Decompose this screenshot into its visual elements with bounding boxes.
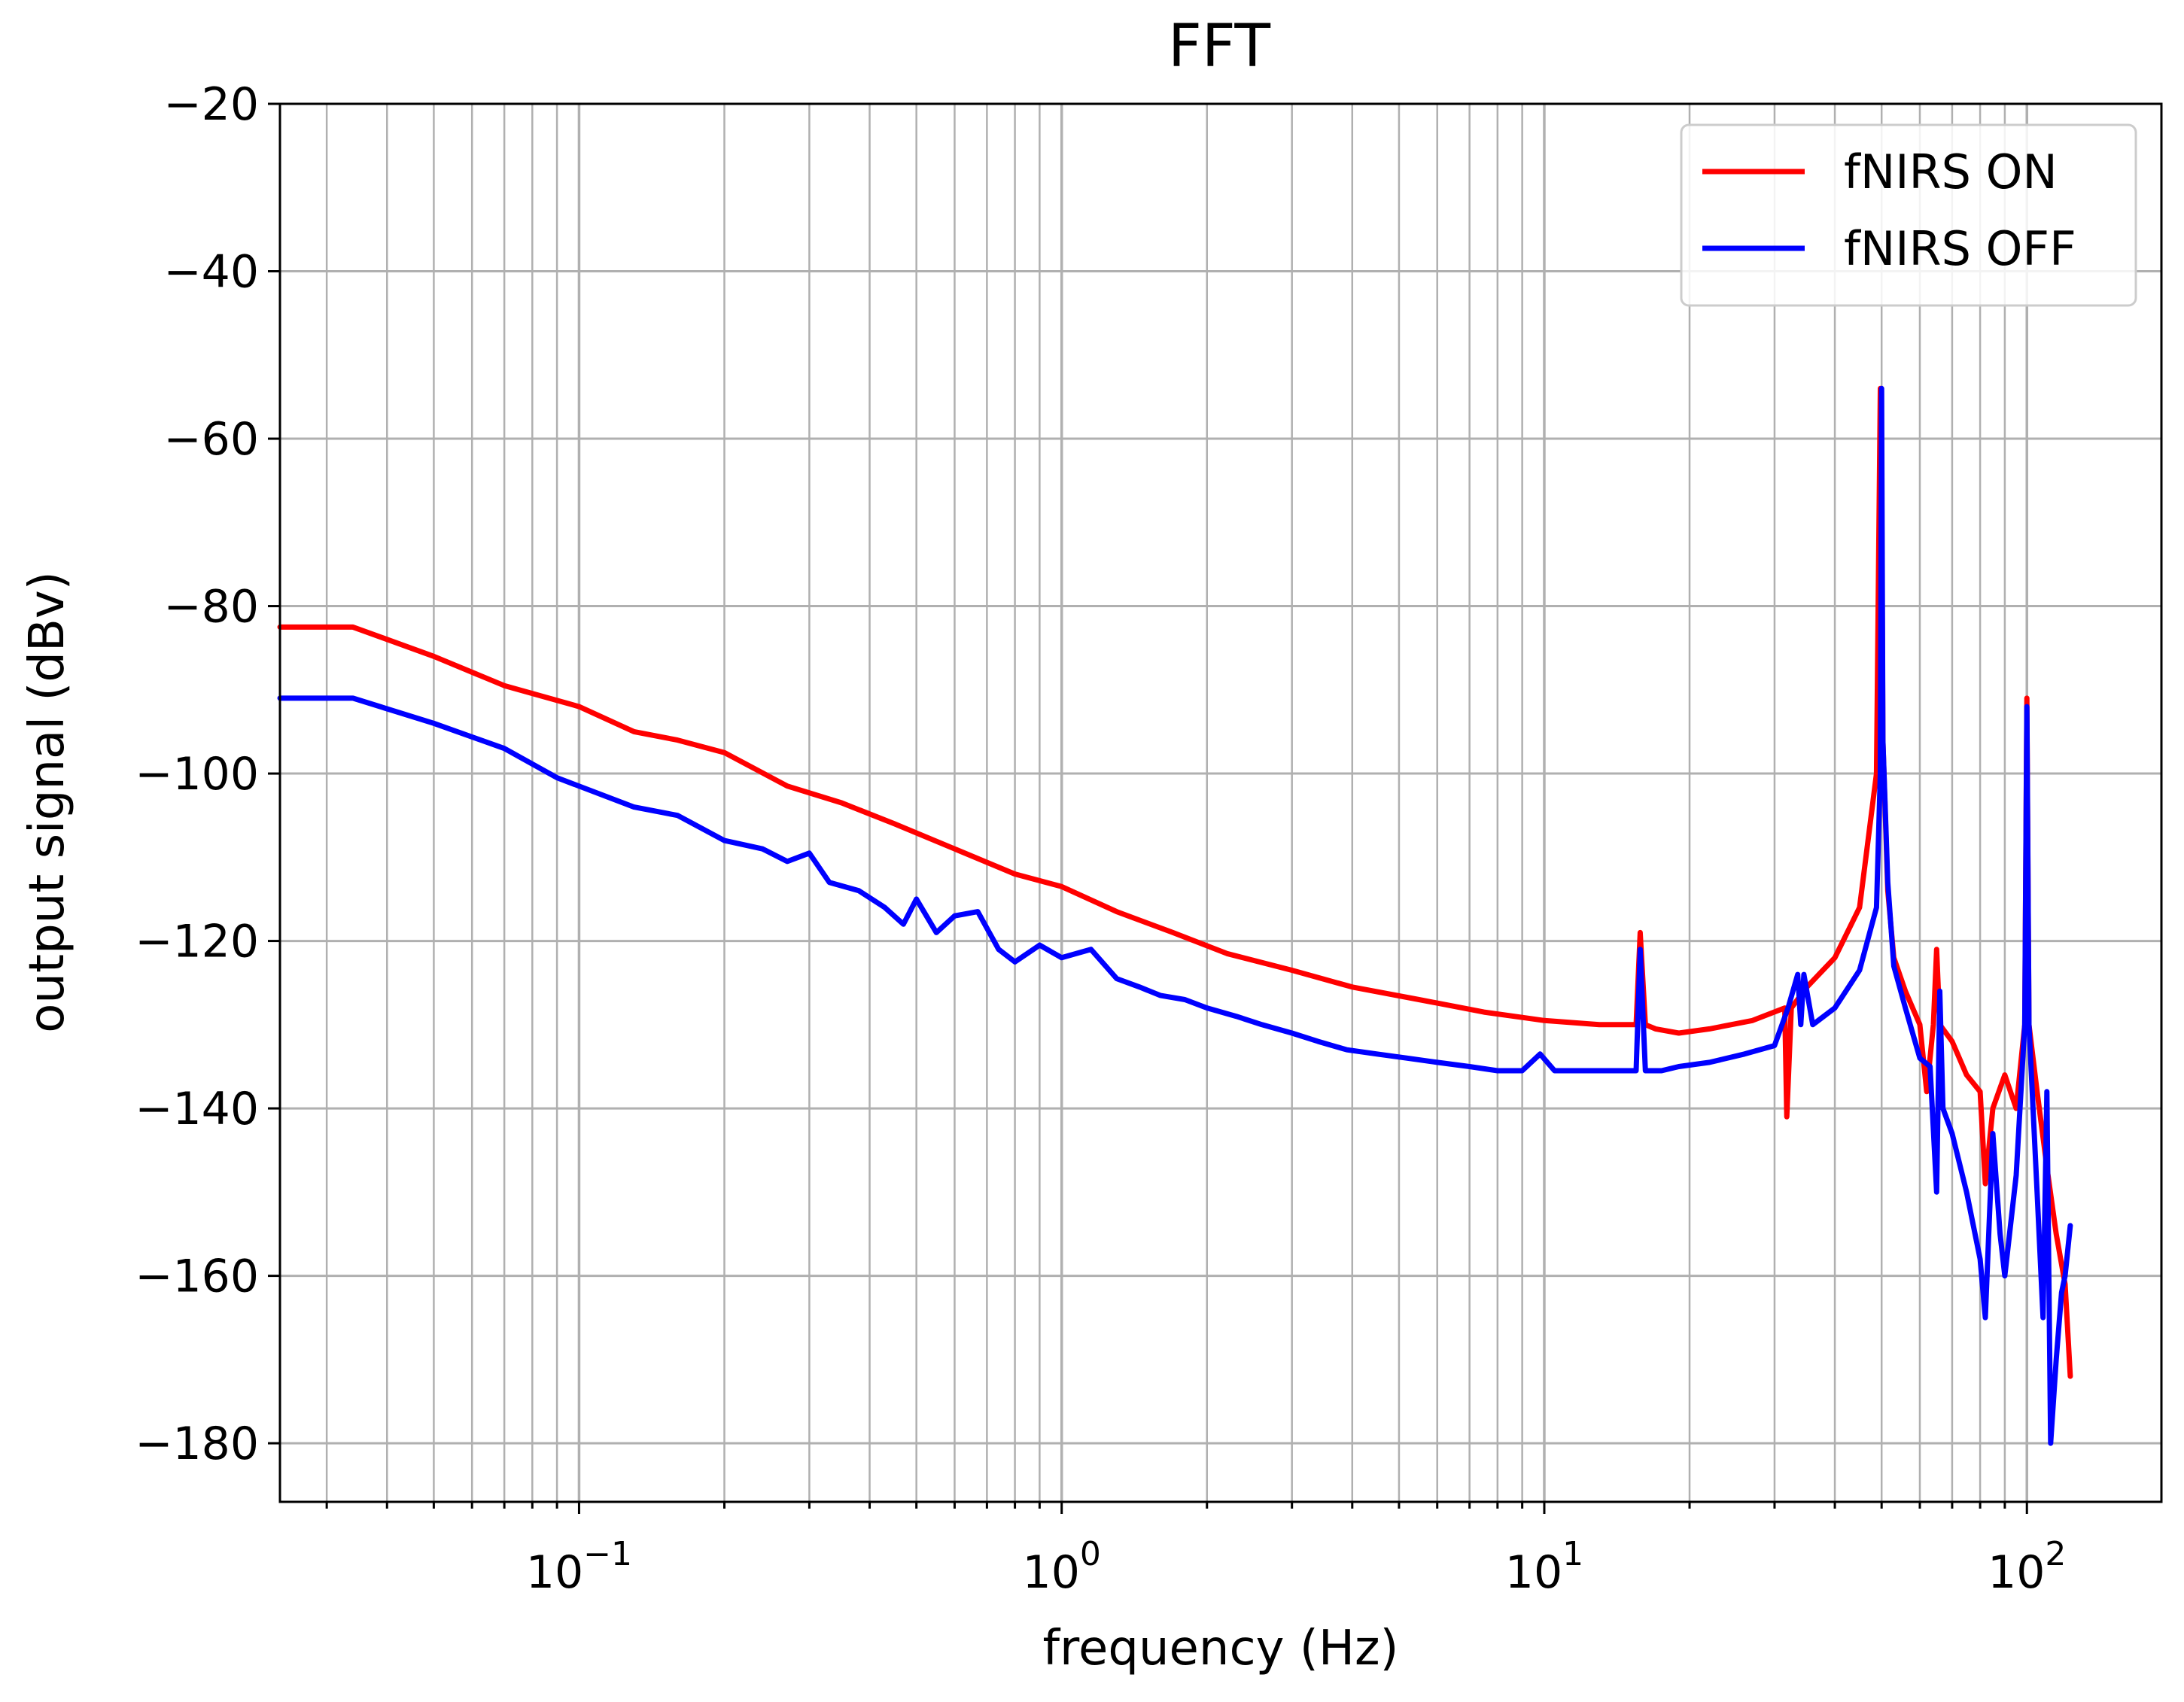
- legend-label-fnirs-off: fNIRS OFF: [1844, 221, 2076, 276]
- x-tick-exponent: −1: [583, 1535, 632, 1573]
- x-tick-labels: 10−1 100 101 102: [526, 1535, 2067, 1599]
- x-tick-label: 101: [1505, 1535, 1583, 1599]
- y-tick-label: −120: [135, 916, 259, 968]
- y-tick-label: −180: [135, 1418, 259, 1470]
- x-tick-base: 10: [1988, 1546, 2045, 1599]
- y-tick-label: −60: [163, 413, 259, 466]
- x-tick-label: 102: [1988, 1535, 2066, 1599]
- x-axis-label: frequency (Hz): [1043, 1621, 1399, 1676]
- legend: fNIRS ON fNIRS OFF: [1680, 123, 2137, 307]
- x-tick-exponent: 0: [1080, 1535, 1101, 1573]
- y-tick-label: −80: [163, 581, 259, 634]
- plot-frame: [278, 102, 2163, 1503]
- x-tick-base: 10: [526, 1546, 583, 1599]
- legend-label-fnirs-on: fNIRS ON: [1844, 144, 2058, 199]
- y-tick-label: −140: [135, 1083, 259, 1135]
- x-tick-base: 10: [1023, 1546, 1080, 1599]
- x-tick-label: 100: [1023, 1535, 1101, 1599]
- x-tick-exponent: 1: [1562, 1535, 1583, 1573]
- y-tick-label: −40: [163, 246, 259, 299]
- y-axis-label: output signal (dBv): [20, 571, 75, 1032]
- y-tick-label: −20: [163, 78, 259, 131]
- y-tick-label: −160: [135, 1251, 259, 1303]
- x-tick-label: 10−1: [526, 1535, 632, 1599]
- y-tick-label: −100: [135, 748, 259, 801]
- x-tick-exponent: 2: [2045, 1535, 2066, 1573]
- axis-ticks: [268, 102, 2028, 1514]
- x-tick-base: 10: [1505, 1546, 1562, 1599]
- chart-title: FFT: [1168, 13, 1270, 81]
- series-line-fnirs-off: [277, 385, 2073, 1446]
- y-tick-labels: −20 −40 −60 −80 −100 −120 −140 −160 −180: [135, 78, 259, 1470]
- series-layer: [277, 385, 2073, 1446]
